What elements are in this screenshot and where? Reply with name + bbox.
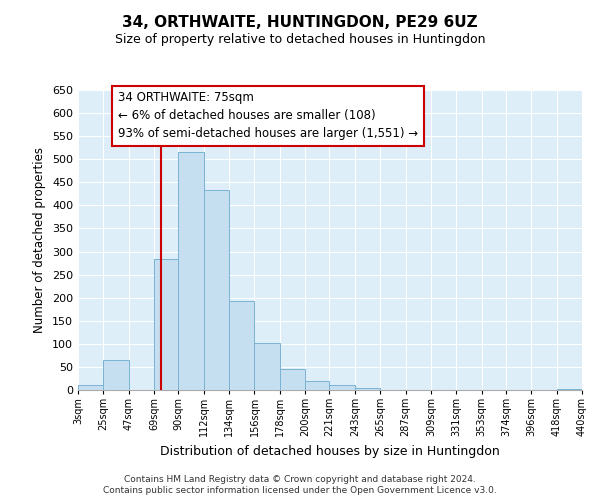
X-axis label: Distribution of detached houses by size in Huntingdon: Distribution of detached houses by size … <box>160 444 500 458</box>
Text: Contains public sector information licensed under the Open Government Licence v3: Contains public sector information licen… <box>103 486 497 495</box>
Bar <box>557 388 582 390</box>
Bar <box>178 152 204 390</box>
Y-axis label: Number of detached properties: Number of detached properties <box>34 147 46 333</box>
Bar <box>280 369 305 390</box>
Bar <box>305 381 329 390</box>
Bar <box>78 386 103 390</box>
Text: Size of property relative to detached houses in Huntingdon: Size of property relative to detached ho… <box>115 32 485 46</box>
Bar <box>329 386 355 390</box>
Bar <box>254 344 280 390</box>
Bar <box>355 388 380 390</box>
Bar <box>154 260 178 390</box>
Bar <box>204 190 229 390</box>
Text: Contains HM Land Registry data © Crown copyright and database right 2024.: Contains HM Land Registry data © Crown c… <box>124 475 476 484</box>
Text: 34 ORTHWAITE: 75sqm
← 6% of detached houses are smaller (108)
93% of semi-detach: 34 ORTHWAITE: 75sqm ← 6% of detached hou… <box>118 92 418 140</box>
Text: 34, ORTHWAITE, HUNTINGDON, PE29 6UZ: 34, ORTHWAITE, HUNTINGDON, PE29 6UZ <box>122 15 478 30</box>
Bar <box>229 302 254 390</box>
Bar <box>103 360 129 390</box>
